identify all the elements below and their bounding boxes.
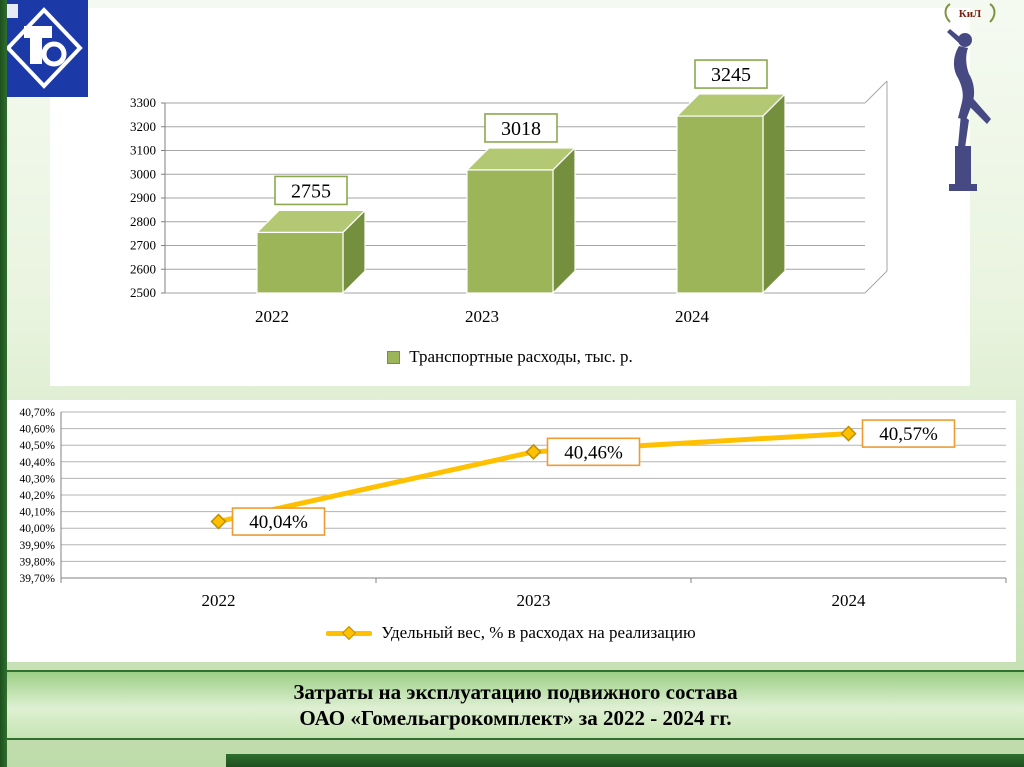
y-tick-label: 3100 [130,143,156,158]
bottom-border-strip [226,754,1024,767]
y-tick-label: 40,70% [20,407,56,419]
point-data-label-box [861,419,956,448]
company-logo [0,0,88,97]
bar-2023 [465,146,577,295]
y-tick-label: 3200 [130,119,156,134]
line-chart-legend-label: Удельный вес, % в расходах на реализацию [381,623,696,642]
mercury-statue-icon [947,29,991,191]
y-tick-label: 40,10% [20,507,56,519]
bar-chart: 3300 3200 3100 3000 2900 2800 2700 2600 2500 2755… [130,59,888,326]
y-tick-label: 3300 [130,95,156,110]
slide-title-line2: ОАО «Гомельагрокомплект» за 2022 - 2024 … [299,706,732,730]
legend-square-marker-icon [387,350,401,364]
wall-edge [864,80,888,104]
bar-data-label-box [274,175,348,206]
left-border-strip [0,0,7,767]
x-category-label: 2023 [517,591,551,610]
y-tick-label: 2900 [130,190,156,205]
bar-data-label: 3018 [501,118,541,140]
bar-2024 [675,92,787,295]
y-tick-label: 40,40% [20,457,56,469]
company-logo-icon [0,0,88,97]
point-data-label: 40,04% [249,512,308,533]
laurel-wreath-branches-icon [944,3,996,23]
point-data-label: 40,57% [879,424,938,445]
x-category-label: 2022 [202,591,236,610]
y-tick-label: 3000 [130,166,156,181]
y-tick-label: 40,20% [20,490,56,502]
x-category-label: 2024 [675,307,710,326]
y-tick-label: 39,80% [20,556,56,568]
point-data-label-box [231,507,326,536]
bar-2022 [255,208,367,295]
y-tick-label: 40,00% [20,523,56,535]
x-category-label: 2024 [832,591,867,610]
bar-chart-legend-label: Транспортные расходы, тыс. р. [409,347,633,366]
legend-diamond-icon [342,625,357,640]
y-tick-label: 2500 [130,285,156,300]
x-category-label: 2022 [255,307,289,326]
y-tick-label: 40,50% [20,440,56,452]
diamond-marker-icon [840,425,857,442]
y-tick-label: 2700 [130,238,156,253]
point-data-label-box [546,437,641,467]
line-chart: 40,70% 40,60% 40,50% 40,40% 40,30% 40,20% 40,1… [20,407,1007,610]
legend-line-marker-icon [326,625,373,640]
mercury-emblem: КиЛ [928,2,1012,202]
bar-data-label: 2755 [291,180,331,202]
wall-edge [864,270,888,294]
bar-chart-legend: Транспортные расходы, тыс. р. [50,347,970,367]
emblem-text: КиЛ [958,8,982,20]
bar-data-label-box [484,113,558,143]
bar-data-label: 3245 [711,64,751,86]
bar-chart-panel: 3300 3200 3100 3000 2900 2800 2700 2600 2500 2755… [50,8,970,386]
slide-title-line1: Затраты на эксплуатацию подвижного соста… [293,679,738,704]
diamond-marker-icon [210,513,227,530]
y-tick-label: 2600 [130,261,156,276]
diamond-marker-icon [525,443,542,460]
point-data-label: 40,46% [564,442,623,463]
slide-title: Затраты на эксплуатацию подвижного соста… [7,670,1024,740]
y-tick-label: 39,70% [20,573,56,585]
y-tick-label: 39,90% [20,540,56,552]
y-tick-label: 2800 [130,214,156,229]
bar-data-label-box [694,59,768,89]
line-chart-panel: 40,70% 40,60% 40,50% 40,40% 40,30% 40,20% 40,1… [6,400,1016,662]
laurel-wreath-icon: КиЛ [940,2,1000,26]
y-tick-label: 40,60% [20,424,56,436]
x-category-label: 2023 [465,307,499,326]
y-tick-label: 40,30% [20,473,56,485]
line-chart-legend: Удельный вес, % в расходах на реализацию [6,623,1016,643]
